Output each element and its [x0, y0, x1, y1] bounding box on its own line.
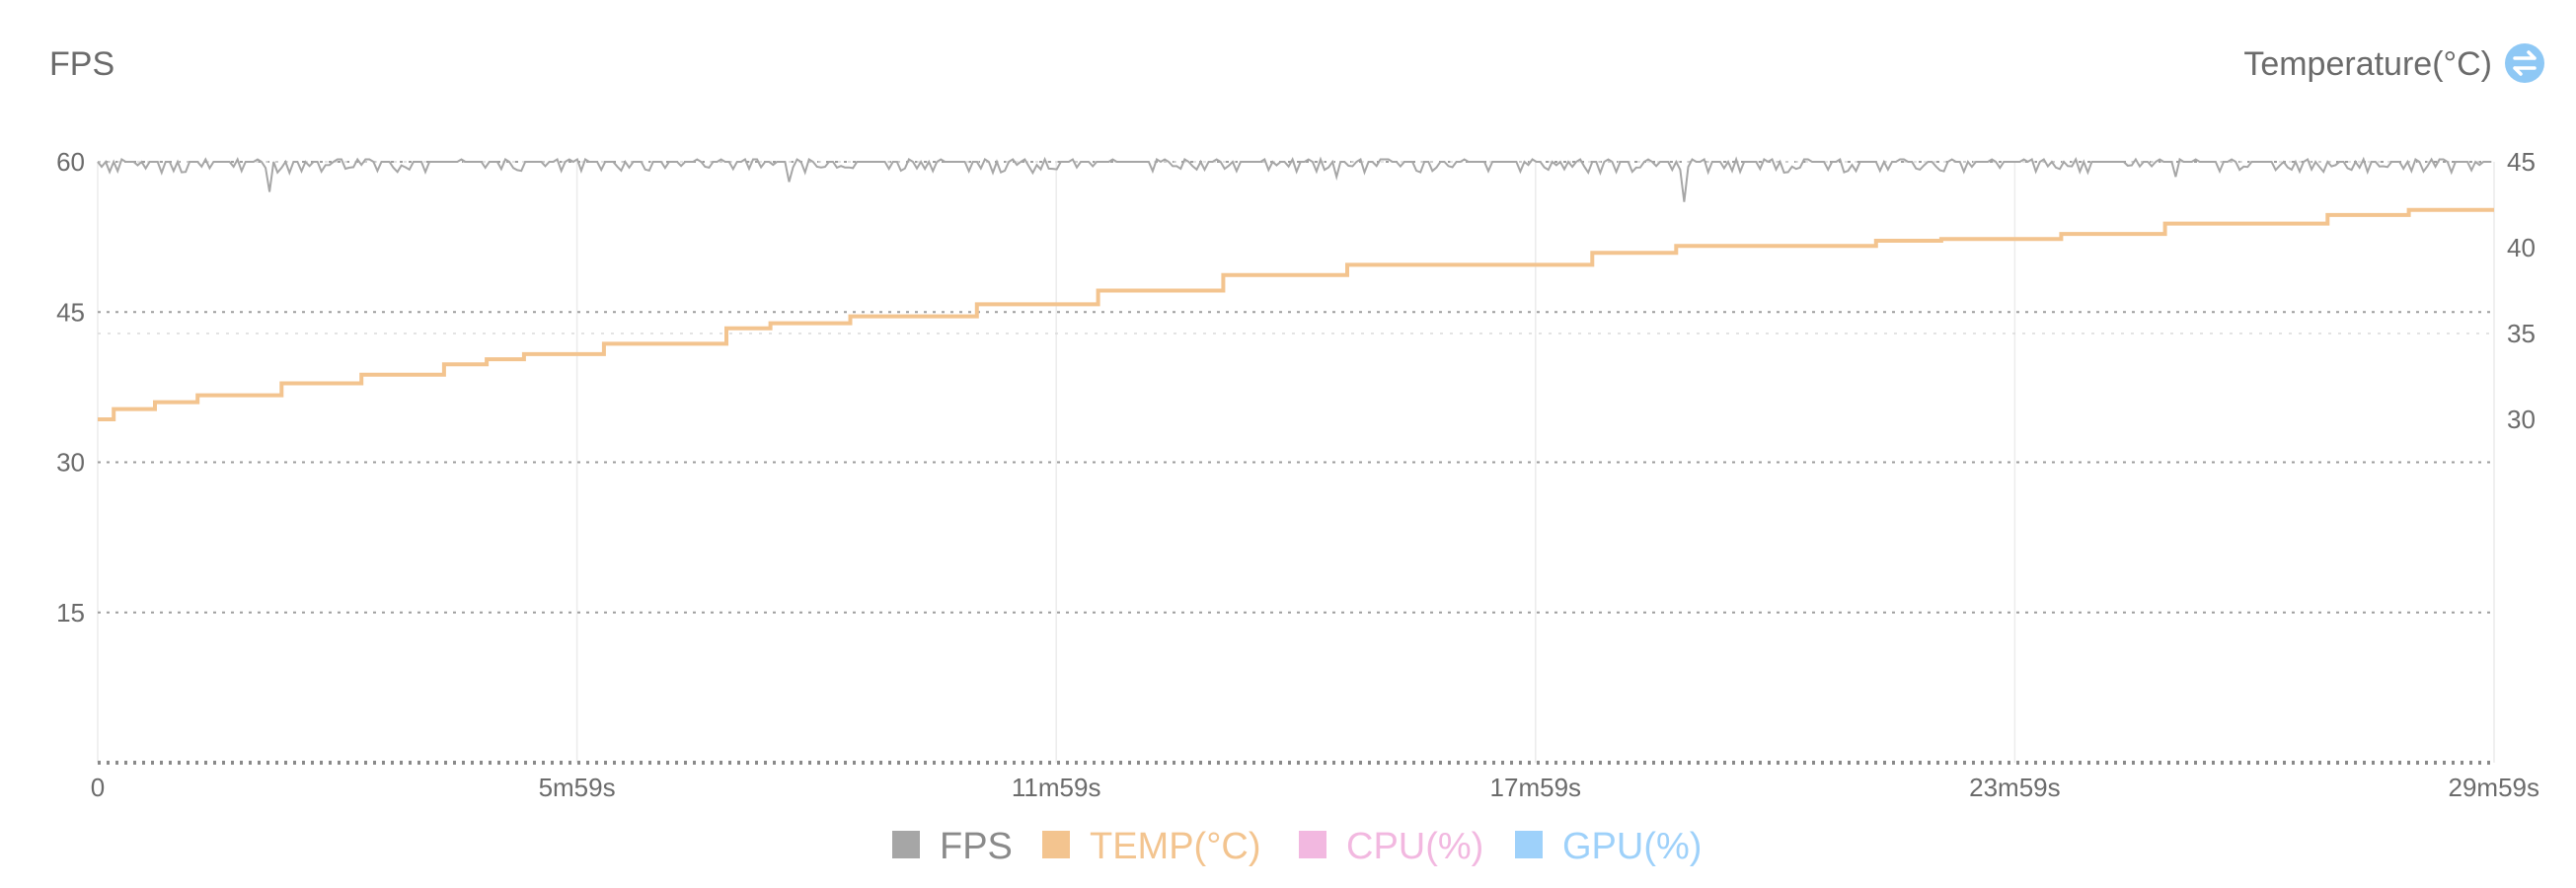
legend-label: CPU(%) [1346, 826, 1483, 867]
x-tick-label: 0 [91, 773, 105, 802]
legend-label: GPU(%) [1562, 826, 1702, 867]
temp-series-line [98, 207, 2494, 421]
x-tick-label: 17m59s [1490, 773, 1582, 802]
fps-series-line [97, 156, 2492, 202]
swap-icon-arrows[interactable] [2513, 50, 2537, 76]
legend-label: TEMP(°C) [1090, 826, 1261, 867]
x-tick-label: 5m59s [539, 773, 616, 802]
tick-labels: 0 5m59s 11m59s 17m59s 23m59s 29m59s 60 45 30 15 45… [56, 147, 2539, 802]
series-lines [97, 156, 2494, 421]
swap-icon-circle[interactable] [2505, 43, 2544, 83]
right-tick-label: 40 [2507, 233, 2536, 262]
legend-swatch [1042, 831, 1070, 858]
x-tick-label: 23m59s [1969, 773, 2061, 802]
right-axis-title: Temperature(°C) [2243, 45, 2492, 83]
legend-swatch [1299, 831, 1326, 858]
x-tick-label: 11m59s [1012, 773, 1101, 802]
x-tick-label: 29m59s [2449, 773, 2540, 802]
right-tick-label: 35 [2507, 319, 2536, 348]
left-tick-label: 15 [56, 598, 85, 628]
left-axis-title: FPS [49, 45, 114, 83]
legend-label: FPS [940, 826, 1013, 867]
legend: FPS TEMP(°C) CPU(%) GPU(%) [892, 826, 1702, 867]
left-tick-label: 45 [56, 297, 85, 327]
legend-swatch [892, 831, 920, 858]
grid-lines [97, 161, 2495, 765]
left-tick-label: 60 [56, 147, 85, 177]
swap-arrows-icon[interactable] [2505, 43, 2544, 83]
legend-swatch [1515, 831, 1543, 858]
right-tick-label: 30 [2507, 405, 2536, 434]
left-tick-label: 30 [56, 448, 85, 478]
right-tick-label: 45 [2507, 147, 2536, 177]
